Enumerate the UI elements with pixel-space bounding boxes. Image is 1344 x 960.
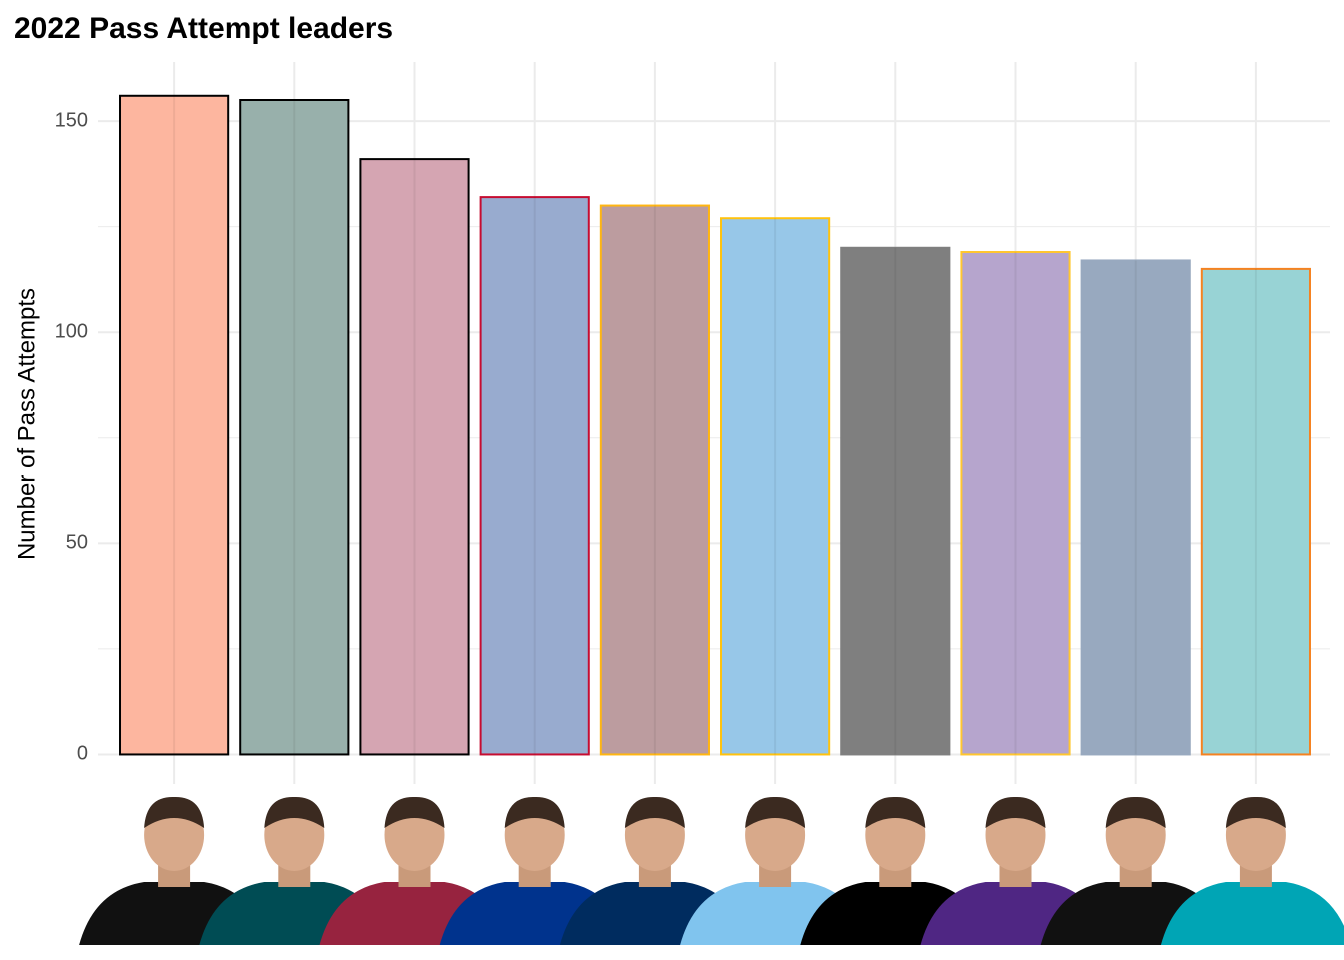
bars [119, 94, 1311, 756]
bar [239, 99, 350, 756]
bar [960, 251, 1071, 756]
bar [359, 158, 470, 756]
y-tick-label: 100 [55, 321, 88, 343]
hair [264, 796, 325, 828]
bar [599, 204, 710, 756]
y-tick-label: 0 [77, 743, 88, 765]
hair [985, 796, 1046, 828]
y-axis-label: Number of Pass Attempts [13, 288, 40, 560]
y-tick-label: 50 [66, 532, 88, 554]
hair [865, 796, 926, 828]
bar [479, 196, 590, 756]
bar [720, 217, 831, 756]
bar [119, 94, 230, 756]
bar [1080, 259, 1191, 756]
hair [144, 796, 205, 828]
hair [745, 796, 806, 828]
hair [384, 796, 445, 828]
hair [624, 796, 685, 828]
player-headshots [79, 796, 1344, 945]
chart-title: 2022 Pass Attempt leaders [14, 12, 393, 45]
hair [1105, 796, 1166, 828]
bar [1200, 267, 1311, 756]
y-tick-label: 150 [55, 109, 88, 131]
bar [840, 246, 951, 756]
jersey [1160, 882, 1344, 945]
hair [1225, 796, 1286, 828]
hair [504, 796, 565, 828]
